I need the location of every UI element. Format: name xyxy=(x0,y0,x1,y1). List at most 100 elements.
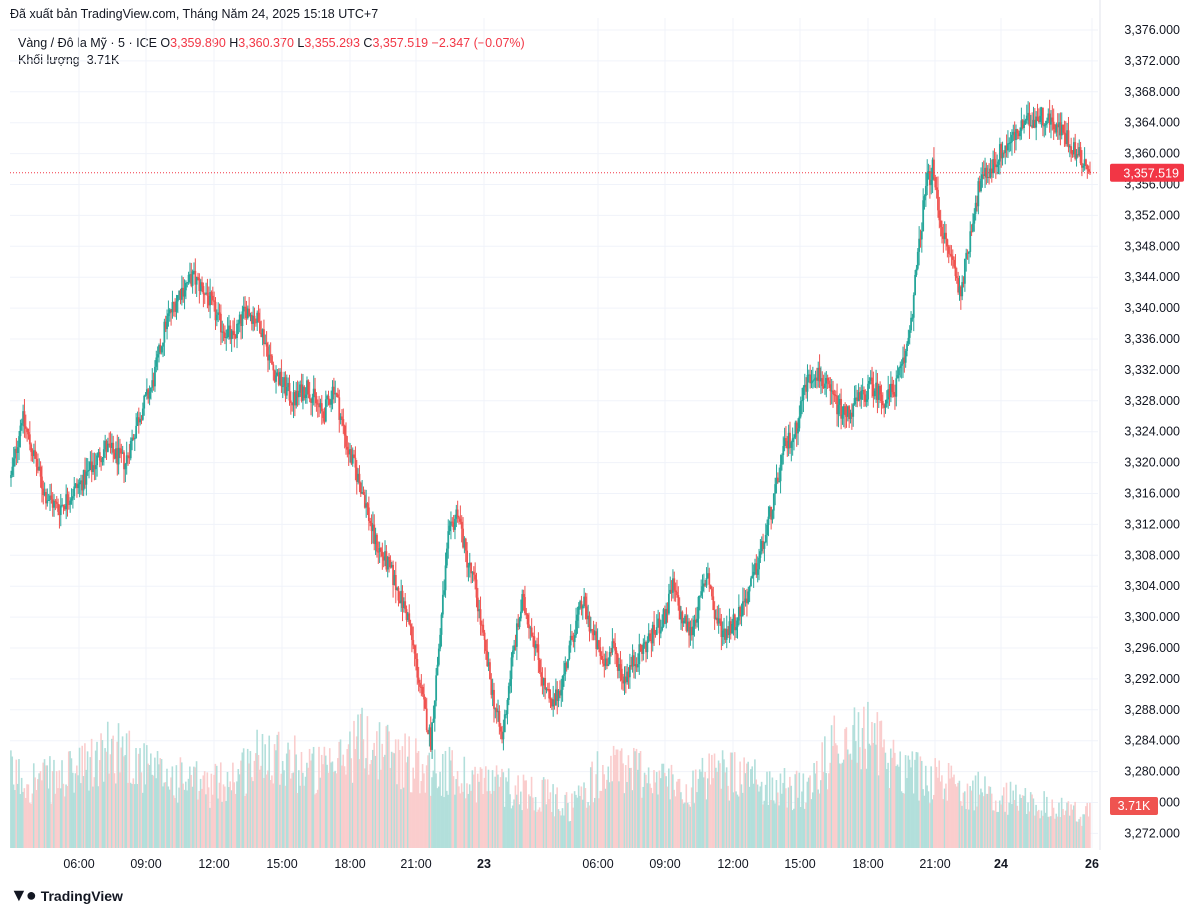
candle-body xyxy=(435,675,438,701)
volume-bar xyxy=(433,749,436,848)
volume-bar xyxy=(51,771,54,848)
volume-bar xyxy=(197,799,199,848)
candle-body xyxy=(600,655,603,659)
volume-bar xyxy=(818,793,821,848)
candle-body xyxy=(32,450,35,457)
candle-body xyxy=(22,411,25,424)
brand-name: TradingView xyxy=(40,887,123,904)
candle-body xyxy=(140,418,143,420)
volume-bar xyxy=(850,759,853,848)
volume-bar xyxy=(154,757,156,848)
volume-bar xyxy=(1002,787,1005,848)
candle-body xyxy=(868,380,871,384)
volume-bar xyxy=(678,778,681,848)
candle-body xyxy=(635,664,638,668)
candle-body xyxy=(252,315,255,324)
y-tick-label: 3,288.000 xyxy=(1124,703,1180,717)
volume-bar xyxy=(1019,794,1021,848)
volume-bar xyxy=(1016,805,1019,848)
candle-body xyxy=(405,609,408,620)
volume-bar xyxy=(541,779,544,848)
volume-bar xyxy=(650,787,653,848)
candle-body xyxy=(618,664,621,671)
candle-body xyxy=(813,379,816,381)
candle-body xyxy=(502,732,505,740)
candle-body xyxy=(59,505,62,516)
volume-bar xyxy=(542,777,545,848)
volume-bar xyxy=(405,762,408,848)
candle-body xyxy=(370,522,373,532)
volume-bar xyxy=(1070,804,1072,848)
volume-bar xyxy=(1056,816,1059,848)
candle-body xyxy=(1043,125,1046,127)
volume-bar xyxy=(267,770,269,848)
volume-bar xyxy=(799,807,802,848)
volume-bar xyxy=(143,743,145,848)
volume-bar xyxy=(47,788,50,848)
volume-bar xyxy=(82,776,85,848)
volume-bar xyxy=(140,772,143,848)
current-volume-badge xyxy=(1110,797,1158,815)
volume-bar xyxy=(871,721,873,848)
candle-body xyxy=(731,624,734,634)
candle-body xyxy=(280,371,283,387)
candle-body xyxy=(620,668,623,681)
volume-bar xyxy=(836,745,838,848)
volume-bar xyxy=(263,778,265,848)
volume-bar xyxy=(575,794,577,848)
candle-body xyxy=(260,332,263,338)
candle-body xyxy=(50,495,53,500)
candle-body xyxy=(470,562,473,574)
volume-bar xyxy=(105,751,108,848)
candle-body xyxy=(172,302,175,304)
candle-body xyxy=(643,642,646,644)
volume-label[interactable]: Khối lượng xyxy=(18,53,80,67)
volume-bar xyxy=(385,726,388,848)
volume-bar xyxy=(857,712,860,848)
volume-bar xyxy=(232,762,234,848)
candle-body xyxy=(659,630,662,634)
candle-body xyxy=(124,463,127,470)
volume-bar xyxy=(666,786,669,848)
volume-bar xyxy=(268,735,271,848)
candle-body xyxy=(560,689,563,696)
candle-body xyxy=(289,400,292,403)
candle-body xyxy=(102,449,105,458)
candle-body xyxy=(384,551,386,561)
volume-bar xyxy=(614,755,616,848)
volume-bar xyxy=(89,757,92,848)
volume-bar xyxy=(820,780,822,848)
volume-bar xyxy=(634,751,636,848)
symbol-name[interactable]: Vàng / Đô la Mỹ · 5 · ICE xyxy=(18,36,157,50)
candle-body xyxy=(748,586,751,592)
volume-bar xyxy=(392,752,394,848)
candle-body xyxy=(104,440,107,450)
volume-bar xyxy=(131,783,133,848)
volume-bar xyxy=(1062,808,1064,848)
volume-bar xyxy=(581,799,584,848)
volume-bar xyxy=(849,753,852,848)
candle-body xyxy=(744,598,747,603)
candle-body xyxy=(818,367,821,382)
y-tick-label: 3,340.000 xyxy=(1124,301,1180,315)
volume-bar xyxy=(374,755,377,848)
volume-bar xyxy=(324,755,327,848)
volume-bar xyxy=(916,752,919,848)
volume-bar xyxy=(27,784,30,848)
candle-body xyxy=(583,596,586,607)
volume-bar xyxy=(557,809,560,848)
candle-body xyxy=(49,495,51,500)
footer-brand[interactable]: ▼● TradingView xyxy=(10,885,123,906)
volume-bar xyxy=(767,805,770,848)
volume-bar xyxy=(66,785,69,848)
volume-bar xyxy=(563,815,565,848)
volume-bar xyxy=(334,770,336,848)
volume-bar xyxy=(283,770,285,848)
candle-body xyxy=(377,551,380,553)
candle-body xyxy=(159,345,162,353)
volume-bar xyxy=(135,747,137,848)
candle-body xyxy=(663,609,666,624)
volume-bar xyxy=(111,738,113,848)
candle-body xyxy=(288,382,291,401)
